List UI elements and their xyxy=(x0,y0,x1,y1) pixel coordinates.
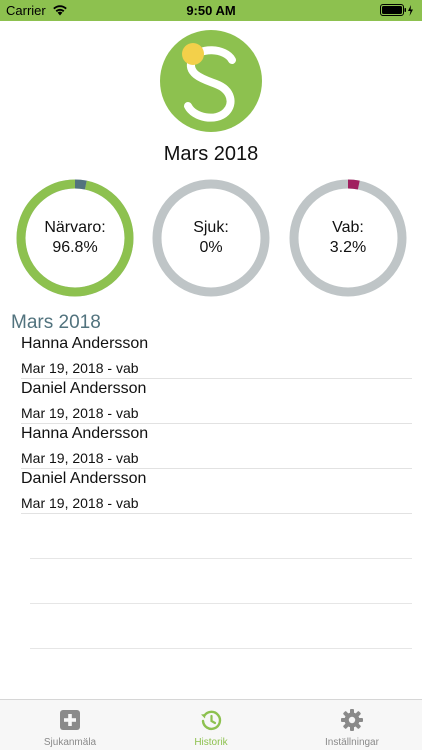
tab-sjukanmala[interactable]: Sjukanmäla xyxy=(0,700,140,750)
battery-icon xyxy=(380,4,416,20)
status-time: 9:50 AM xyxy=(186,3,236,18)
empty-row-separator xyxy=(30,558,412,559)
list-item-name: Hanna Andersson xyxy=(21,335,149,352)
vab-label: Vab: xyxy=(332,219,364,236)
list-item[interactable]: Daniel Andersson Mar 19, 2018 - vab xyxy=(0,379,422,424)
list-separator xyxy=(21,468,412,469)
plus-square-icon xyxy=(58,708,82,732)
list-item-name: Daniel Andersson xyxy=(21,380,147,397)
tab-installningar[interactable]: Inställningar xyxy=(282,700,422,750)
tab-label: Historik xyxy=(194,737,228,748)
sick-ring: Sjuk: 0% xyxy=(151,178,271,298)
list-item[interactable]: Hanna Andersson Mar 19, 2018 - vab xyxy=(0,334,422,379)
vab-ring: Vab: 3.2% xyxy=(288,178,408,298)
list-item-name: Hanna Andersson xyxy=(21,425,149,442)
sick-ring-graphic xyxy=(152,179,270,297)
page-title: Mars 2018 xyxy=(163,143,259,165)
attendance-ring-graphic xyxy=(16,179,134,297)
list-separator xyxy=(21,513,412,514)
tab-label: Sjukanmäla xyxy=(43,737,97,748)
empty-row-separator xyxy=(30,603,412,604)
list-item-detail: Mar 19, 2018 - vab xyxy=(21,405,139,421)
attendance-label: Närvaro: xyxy=(44,219,106,236)
list-item-detail: Mar 19, 2018 - vab xyxy=(21,450,139,466)
status-bar: Carrier 9:50 AM xyxy=(0,0,422,21)
tab-historik[interactable]: Historik xyxy=(141,700,281,750)
carrier-label: Carrier xyxy=(6,3,46,18)
list-item-detail: Mar 19, 2018 - vab xyxy=(21,360,139,376)
gear-icon xyxy=(340,708,364,732)
list-item[interactable]: Hanna Andersson Mar 19, 2018 - vab xyxy=(0,424,422,469)
vab-ring-graphic xyxy=(289,179,407,297)
attendance-value: 96.8% xyxy=(52,239,98,256)
list-separator xyxy=(21,423,412,424)
list-item-detail: Mar 19, 2018 - vab xyxy=(21,495,139,511)
sick-value: 0% xyxy=(199,239,223,256)
wifi-icon xyxy=(52,3,68,19)
tab-bar: Sjukanmäla Historik xyxy=(0,699,422,750)
history-list: Hanna Andersson Mar 19, 2018 - vab Danie… xyxy=(0,334,422,649)
history-icon xyxy=(199,708,223,732)
tab-label: Inställningar xyxy=(325,737,379,748)
list-item[interactable]: Daniel Andersson Mar 19, 2018 - vab xyxy=(0,469,422,514)
history-section-title: Mars 2018 xyxy=(11,312,101,333)
attendance-ring-gap xyxy=(16,179,134,297)
empty-row-separator xyxy=(30,648,412,649)
list-separator xyxy=(21,378,412,379)
vab-value: 3.2% xyxy=(329,239,367,256)
app-logo xyxy=(160,30,262,132)
list-item-name: Daniel Andersson xyxy=(21,470,147,487)
attendance-ring: Närvaro: 96.8% xyxy=(15,178,135,298)
sick-label: Sjuk: xyxy=(193,219,229,236)
